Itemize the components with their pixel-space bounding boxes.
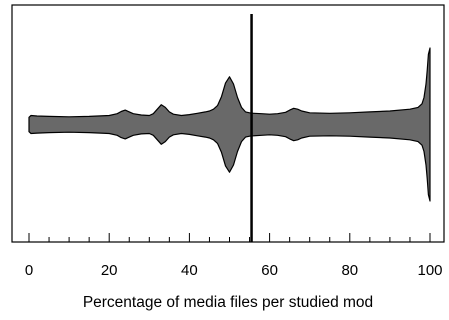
x-tick-label: 40 bbox=[181, 262, 198, 279]
plot-frame bbox=[11, 4, 445, 243]
x-axis-title: Percentage of media files per studied mo… bbox=[83, 294, 373, 311]
x-tick-label: 100 bbox=[417, 262, 442, 279]
x-axis-ticks: 0 20 40 60 80 100 bbox=[25, 233, 443, 279]
x-tick-label: 0 bbox=[25, 262, 33, 279]
x-tick-label: 60 bbox=[261, 262, 278, 279]
x-tick-label: 20 bbox=[101, 262, 118, 279]
x-tick-label: 80 bbox=[341, 262, 358, 279]
violin-body bbox=[28, 47, 431, 202]
